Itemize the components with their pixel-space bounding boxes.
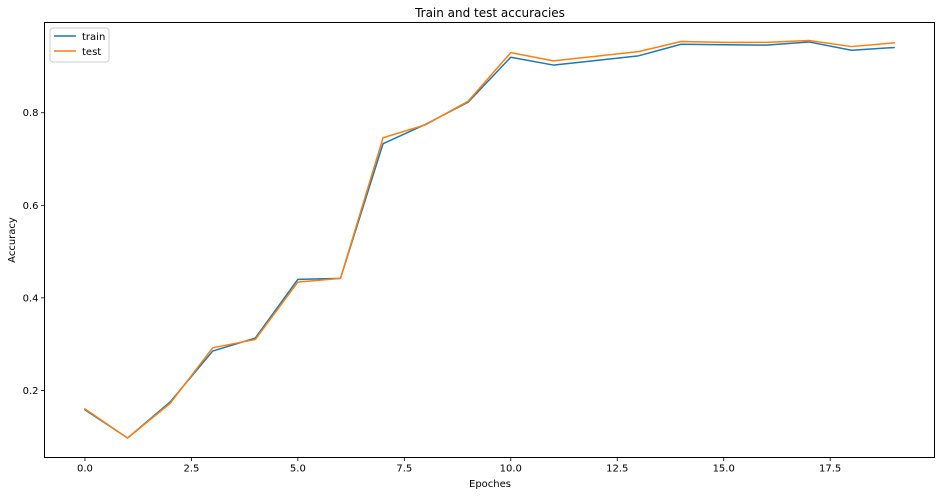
data-point-test-5 bbox=[296, 281, 299, 284]
data-point-test-10 bbox=[509, 51, 512, 54]
data-point-train-14 bbox=[680, 43, 683, 46]
data-point-train-11 bbox=[552, 64, 555, 67]
x-tick-label: 5.0 bbox=[290, 464, 306, 475]
data-point-test-9 bbox=[467, 100, 470, 103]
data-point-train-19 bbox=[893, 46, 896, 49]
x-axis: 0.0 2.5 5.0 7.5 10.0 12.5 15.0 17.5 bbox=[77, 457, 841, 475]
x-tick-label: 12.5 bbox=[606, 464, 628, 475]
y-tick-label: 0.6 bbox=[23, 201, 39, 212]
data-point-test-3 bbox=[211, 346, 214, 349]
data-point-train-18 bbox=[850, 49, 853, 52]
y-axis: 0.2 0.4 0.6 0.8 bbox=[23, 108, 45, 397]
data-point-test-19 bbox=[893, 41, 896, 44]
axes-frame bbox=[44, 22, 935, 458]
data-point-test-12 bbox=[594, 55, 597, 58]
x-tick-label: 2.5 bbox=[183, 464, 199, 475]
data-point-test-11 bbox=[552, 59, 555, 62]
legend-label-test: test bbox=[82, 47, 101, 58]
data-point-test-18 bbox=[850, 45, 853, 48]
x-tick-label: 17.5 bbox=[819, 464, 841, 475]
chart-title: Train and test accuracies bbox=[414, 6, 565, 20]
y-axis-label: Accuracy bbox=[7, 217, 18, 263]
x-tick-label: 0.0 bbox=[77, 464, 93, 475]
x-tick-label: 7.5 bbox=[396, 464, 412, 475]
data-point-test-6 bbox=[339, 277, 342, 280]
data-point-train-5 bbox=[296, 278, 299, 281]
data-point-test-2 bbox=[169, 402, 172, 405]
series-line-train bbox=[83, 41, 895, 439]
data-point-test-13 bbox=[637, 50, 640, 53]
y-tick-label: 0.2 bbox=[23, 386, 39, 397]
data-point-test-0 bbox=[83, 407, 86, 410]
data-point-train-16 bbox=[765, 44, 768, 47]
data-point-train-13 bbox=[637, 54, 640, 57]
data-point-test-1 bbox=[126, 437, 129, 440]
x-tick-label: 10.0 bbox=[500, 464, 522, 475]
data-point-test-17 bbox=[807, 39, 810, 42]
data-point-train-12 bbox=[594, 59, 597, 62]
data-point-test-7 bbox=[382, 136, 385, 139]
data-point-test-4 bbox=[254, 338, 257, 341]
data-point-test-8 bbox=[424, 123, 427, 126]
plot-area bbox=[83, 39, 896, 440]
legend: train test bbox=[49, 27, 110, 63]
data-point-train-10 bbox=[509, 56, 512, 59]
series-line-test bbox=[83, 39, 895, 439]
data-point-test-15 bbox=[722, 41, 725, 44]
y-tick-label: 0.8 bbox=[23, 108, 39, 119]
y-tick-label: 0.4 bbox=[23, 293, 39, 304]
data-point-test-16 bbox=[765, 41, 768, 44]
data-point-test-14 bbox=[680, 40, 683, 43]
x-axis-label: Epoches bbox=[469, 479, 511, 490]
x-tick-label: 15.0 bbox=[713, 464, 735, 475]
legend-label-train: train bbox=[82, 32, 105, 43]
